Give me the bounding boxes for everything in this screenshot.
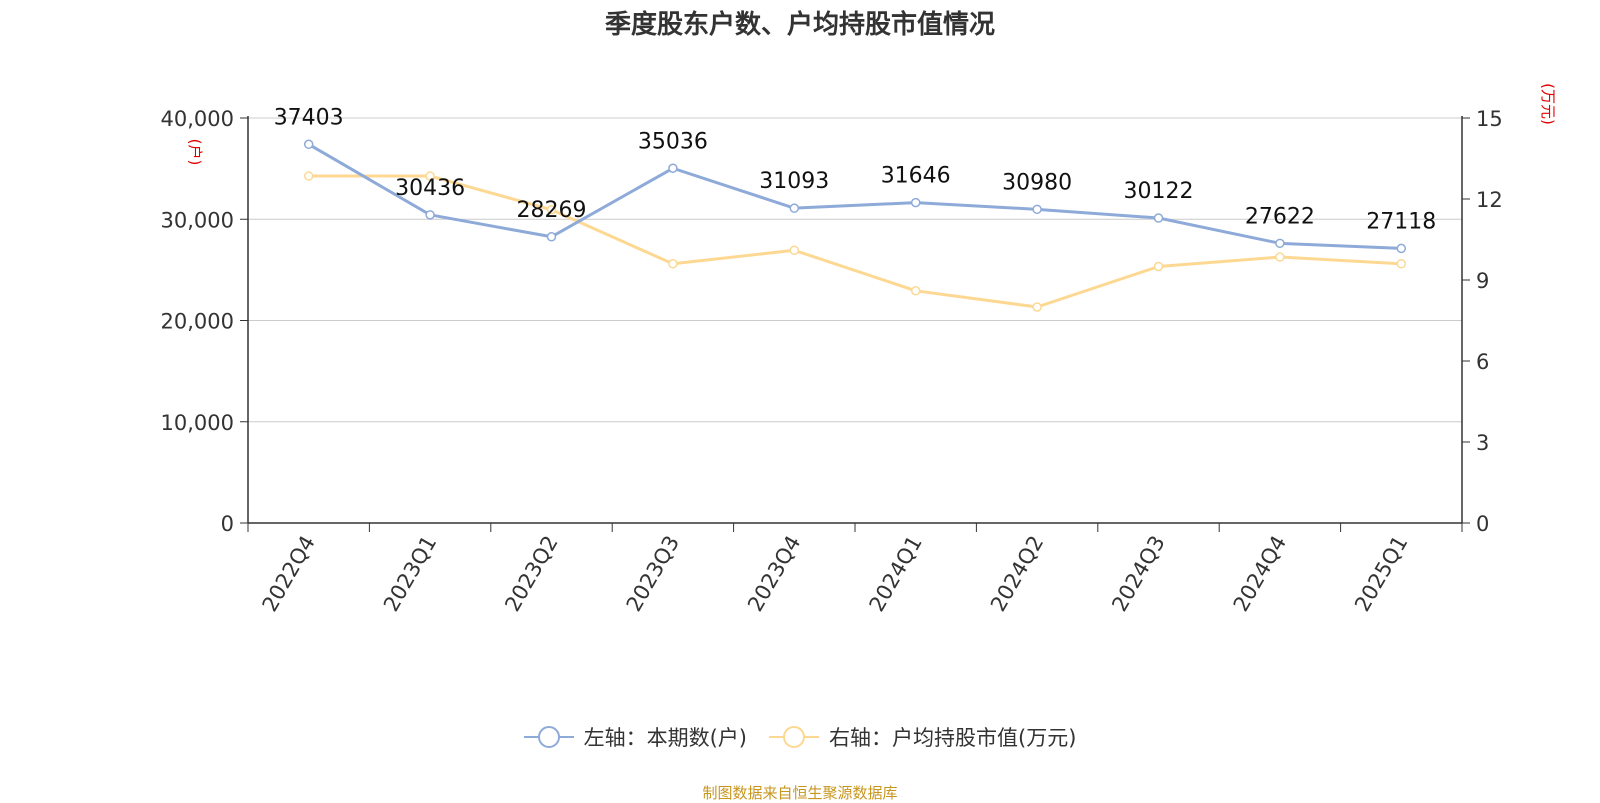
series-left-point (1153, 213, 1164, 223)
legend-label-left: 左轴：本期数(户) (583, 726, 747, 750)
y-right-tick-label: 12 (1476, 188, 1503, 212)
series-right-point (910, 286, 921, 296)
series-right-point (1275, 252, 1285, 262)
x-category-label: 2024Q2 (986, 532, 1048, 616)
x-category-label: 2022Q4 (258, 532, 320, 616)
series-left-point (789, 203, 800, 213)
x-category-label: 2024Q3 (1107, 532, 1169, 616)
series-right-point (303, 171, 314, 181)
y-right-tick-label: 3 (1476, 431, 1489, 455)
legend-item-right[interactable]: 右轴：户均持股市值(万元) (769, 722, 1076, 752)
y-left-tick-label: 0 (221, 512, 234, 536)
legend-marker-right-icon (769, 726, 819, 748)
series-right-point (1032, 302, 1042, 312)
data-label: 31646 (881, 164, 951, 189)
y-right-tick-label: 6 (1476, 350, 1489, 374)
series-left-point (910, 197, 921, 208)
legend-marker-left-icon (523, 726, 574, 748)
data-label: 27118 (1366, 209, 1436, 234)
y-left-tick-label: 30,000 (161, 208, 234, 232)
x-category-label: 2023Q4 (743, 532, 805, 616)
y-right-tick-label: 9 (1476, 269, 1489, 293)
x-category-label: 2024Q4 (1229, 532, 1291, 616)
y-left-tick-label: 10,000 (161, 411, 234, 435)
data-label: 31093 (759, 169, 829, 194)
chart-legend: 左轴：本期数(户) 右轴：户均持股市值(万元) (0, 722, 1600, 752)
series-right-point (1153, 261, 1164, 272)
y-left-unit-label: (户) (186, 139, 204, 166)
legend-label-right: 右轴：户均持股市值(万元) (829, 726, 1077, 750)
x-category-label: 2023Q3 (622, 532, 684, 616)
legend-item-left[interactable]: 左轴：本期数(户) (523, 722, 747, 752)
x-category-label: 2025Q1 (1350, 532, 1412, 616)
chart-title: 季度股东户数、户均持股市值情况 (604, 10, 995, 40)
series-left-point (546, 232, 557, 242)
x-category-label: 2024Q1 (865, 532, 927, 616)
data-label: 27622 (1245, 204, 1315, 229)
x-category-label: 2023Q1 (379, 532, 441, 616)
y-right-tick-label: 0 (1476, 512, 1489, 536)
y-right-unit-label: (万元) (1539, 83, 1557, 125)
data-label: 37403 (274, 105, 344, 130)
series-left-point (668, 163, 678, 174)
y-right-tick-label: 15 (1476, 107, 1503, 131)
x-category-label: 2023Q2 (500, 532, 562, 616)
series-right-point (789, 245, 800, 256)
data-label: 35036 (638, 129, 708, 154)
series-right-point (546, 205, 557, 215)
series-left-point (1275, 238, 1285, 249)
data-label: 30122 (1124, 179, 1194, 204)
series-left-point (1396, 243, 1407, 254)
series-line-right (308, 174, 1402, 309)
y-left-tick-label: 20,000 (161, 310, 234, 334)
series-right-point (668, 259, 678, 269)
y-left-tick-label: 40,000 (161, 107, 234, 131)
series-left-point (1032, 204, 1042, 215)
series-right-point (425, 171, 435, 181)
series-line-left (307, 142, 1402, 250)
series-left-point (425, 210, 435, 220)
series-left-point (303, 139, 314, 150)
series-right-point (1396, 259, 1407, 269)
source-footer: 制图数据来自恒生聚源数据库 (702, 784, 898, 802)
data-label: 30980 (1002, 170, 1072, 195)
data-label: 28269 (517, 198, 587, 223)
data-label: 30436 (395, 176, 465, 201)
